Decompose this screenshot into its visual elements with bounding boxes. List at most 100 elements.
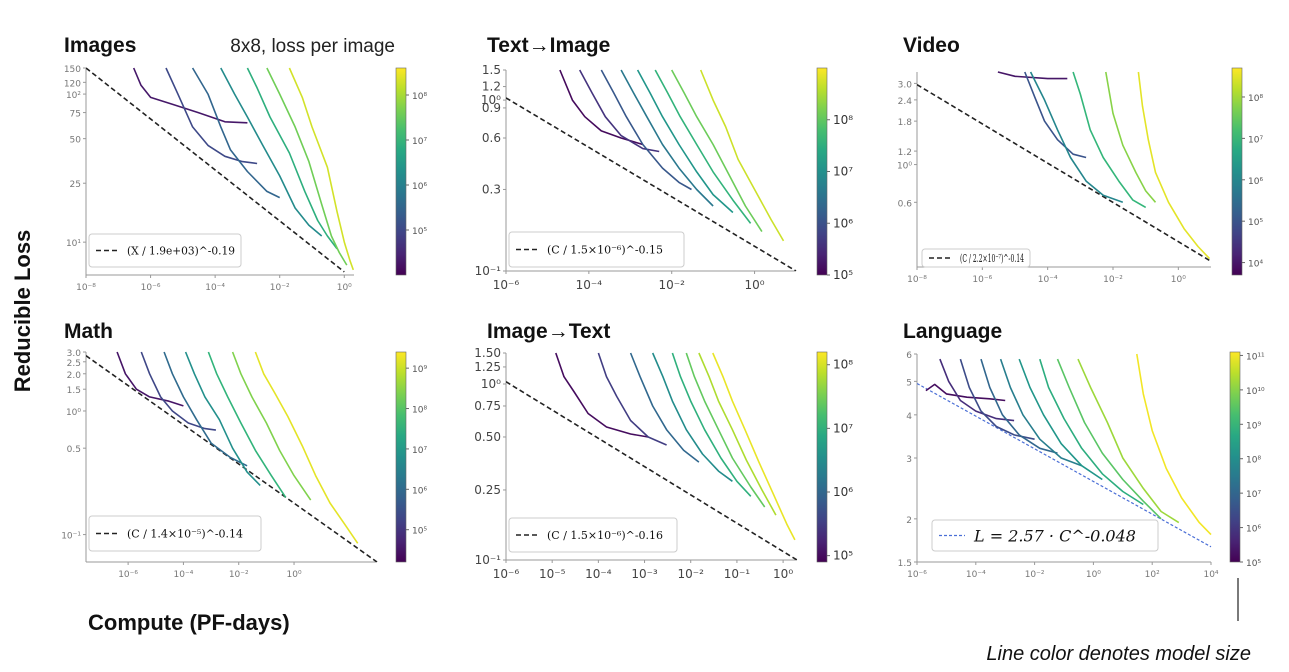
series-line-5 — [246, 67, 338, 250]
colorbar — [395, 67, 407, 276]
series-line-6 — [1137, 71, 1211, 260]
frontier-line — [917, 382, 1212, 548]
data-area — [86, 351, 378, 562]
series-line-5 — [671, 352, 752, 497]
frontier-line — [506, 381, 798, 560]
y-tick-label: 1.50 — [474, 346, 501, 360]
series-line-4 — [1072, 71, 1147, 209]
colorbar-tick-label: 10⁹ — [412, 365, 427, 375]
series-line-2 — [140, 351, 217, 431]
y-tick-label: 10⁰ — [481, 377, 501, 391]
series-line-2 — [1024, 71, 1087, 159]
colorbar-tick-label: 10⁷ — [833, 421, 853, 435]
x-tick-label: 10⁰ — [337, 283, 352, 293]
colorbar-tick-label: 10¹⁰ — [1246, 387, 1265, 397]
x-tick-label: 10⁻² — [229, 570, 249, 580]
colorbar-tick-label: 10⁵ — [833, 268, 853, 282]
series-line-5 — [1105, 71, 1157, 203]
panel-math: Math 10⁻⁶ 10⁻⁴ 10⁻² 10⁰ 3.02.5 2.0 1.5 10⁰ 0.5 10⁻… — [61, 320, 427, 580]
colorbar-tick-label: 10⁸ — [412, 92, 427, 102]
panel-image-text: Image→Text 10⁻⁶ 10⁻⁵ 10⁻⁴ 10⁻³ 10⁻² 10⁻¹ 10⁰ 1.5… — [474, 320, 853, 581]
y-tick-label: 2 — [906, 516, 912, 526]
x-tick-label: 10⁻⁵ — [539, 567, 566, 581]
x-tick-label: 10⁻² — [659, 278, 686, 292]
y-tick-label: 0.3 — [482, 182, 501, 196]
series-line-6 — [1018, 358, 1103, 481]
x-tick-label: 10⁰ — [1171, 275, 1186, 285]
legend-label: (X / 1.9e+03)^-0.19 — [127, 245, 235, 258]
series-line-8 — [699, 69, 785, 242]
x-tick-label: 10⁻⁶ — [493, 567, 520, 581]
series-line-3 — [600, 69, 692, 191]
y-tick-label: 3.0 — [898, 80, 913, 90]
y-tick-label: 75 — [70, 110, 81, 120]
series-line-7 — [1039, 358, 1144, 506]
colorbar — [395, 351, 407, 563]
series-line-3 — [163, 351, 248, 467]
series-line-2 — [939, 358, 1015, 422]
data-area — [917, 71, 1212, 262]
panel-title: Text→Image — [487, 34, 610, 57]
series-line-1 — [925, 383, 1006, 402]
y-tick-label: 2.0 — [67, 371, 82, 381]
colorbar-tick-label: 10⁴ — [1248, 260, 1263, 270]
colorbar-tick-label: 10⁵ — [412, 527, 427, 537]
series-line-7 — [288, 67, 355, 271]
y-tick-label: 10⁻¹ — [475, 264, 502, 278]
panel-title: Image→Text — [487, 320, 610, 343]
panel-video: Video 10⁻⁸ 10⁻⁶ 10⁻⁴ 10⁻² 10⁰ 3.0 2.4 1.8 1.2 10⁰ 0… — [897, 34, 1264, 285]
panel-images: Images 8x8, loss per image 10⁻⁸ 10⁻⁶ 10⁻⁴ 10⁻… — [64, 34, 428, 293]
y-tick-label: 10⁻¹ — [61, 532, 81, 542]
x-tick-label: 10⁻⁴ — [576, 278, 603, 292]
legend-label: (C / 1.4×10⁻⁵)^-0.14 — [127, 528, 243, 541]
x-tick-label: 10⁻⁸ — [76, 283, 96, 293]
series-line-5 — [999, 358, 1082, 467]
y-tick-label: 10⁻¹ — [475, 553, 502, 567]
series-line-5 — [636, 69, 734, 214]
x-tick-label: 10⁻⁸ — [907, 275, 927, 285]
colorbar-tick-label: 10⁶ — [1246, 525, 1261, 535]
series-line-5 — [207, 351, 287, 498]
legend-box — [508, 231, 685, 268]
colorbar-tick-label: 10⁵ — [1248, 218, 1263, 228]
panel-title: Language — [903, 320, 1002, 343]
y-tick-label: 2.5 — [67, 359, 81, 369]
series-line-1 — [132, 67, 248, 124]
plots: Images 8x8, loss per image 10⁻⁸ 10⁻⁶ 10⁻⁴ 10⁻… — [61, 34, 1265, 581]
legend-box — [88, 515, 262, 552]
y-tick-label: 0.9 — [482, 101, 501, 115]
x-axis-label: Compute (PF-days) — [88, 610, 290, 635]
x-tick-label: 10⁻⁴ — [966, 570, 986, 580]
series-line-9 — [1077, 358, 1180, 524]
x-tick-label: 10⁻³ — [631, 567, 658, 581]
colorbar-tick-label: 10⁷ — [1248, 135, 1263, 145]
x-tick-label: 10⁻⁶ — [972, 275, 992, 285]
series-line-3 — [1029, 71, 1124, 204]
series-line-2 — [165, 67, 258, 165]
x-tick-label: 10⁻⁴ — [1038, 275, 1058, 285]
x-tick-label: 10⁰ — [1086, 570, 1101, 580]
x-tick-label: 10⁻⁴ — [205, 283, 225, 293]
y-tick-label: 10² — [66, 91, 81, 101]
colorbar — [816, 67, 828, 276]
colorbar-tick-label: 10⁵ — [412, 227, 427, 237]
colorbar-tick-label: 10⁵ — [1246, 559, 1261, 569]
x-tick-label: 10⁻⁶ — [118, 570, 138, 580]
series-line-10 — [1136, 353, 1212, 536]
panel-title: Math — [64, 320, 113, 343]
legend-label: (C / 1.5×10⁻⁶)^-0.15 — [547, 244, 663, 257]
series-line-2 — [578, 69, 660, 153]
x-tick-label: 10⁻² — [1025, 570, 1045, 580]
series-line-4 — [620, 69, 714, 207]
colorbar-tick-label: 10⁸ — [412, 406, 427, 416]
panel-title: Images — [64, 34, 136, 57]
series-line-4 — [651, 352, 733, 482]
colorbar-tick-label: 10⁷ — [412, 446, 427, 456]
y-tick-label: 1.2 — [898, 148, 912, 158]
series-line-6 — [231, 351, 312, 501]
series-line-7 — [670, 69, 763, 233]
y-tick-label: 4 — [906, 412, 912, 422]
colorbar — [1231, 67, 1243, 276]
data-area — [506, 69, 797, 271]
